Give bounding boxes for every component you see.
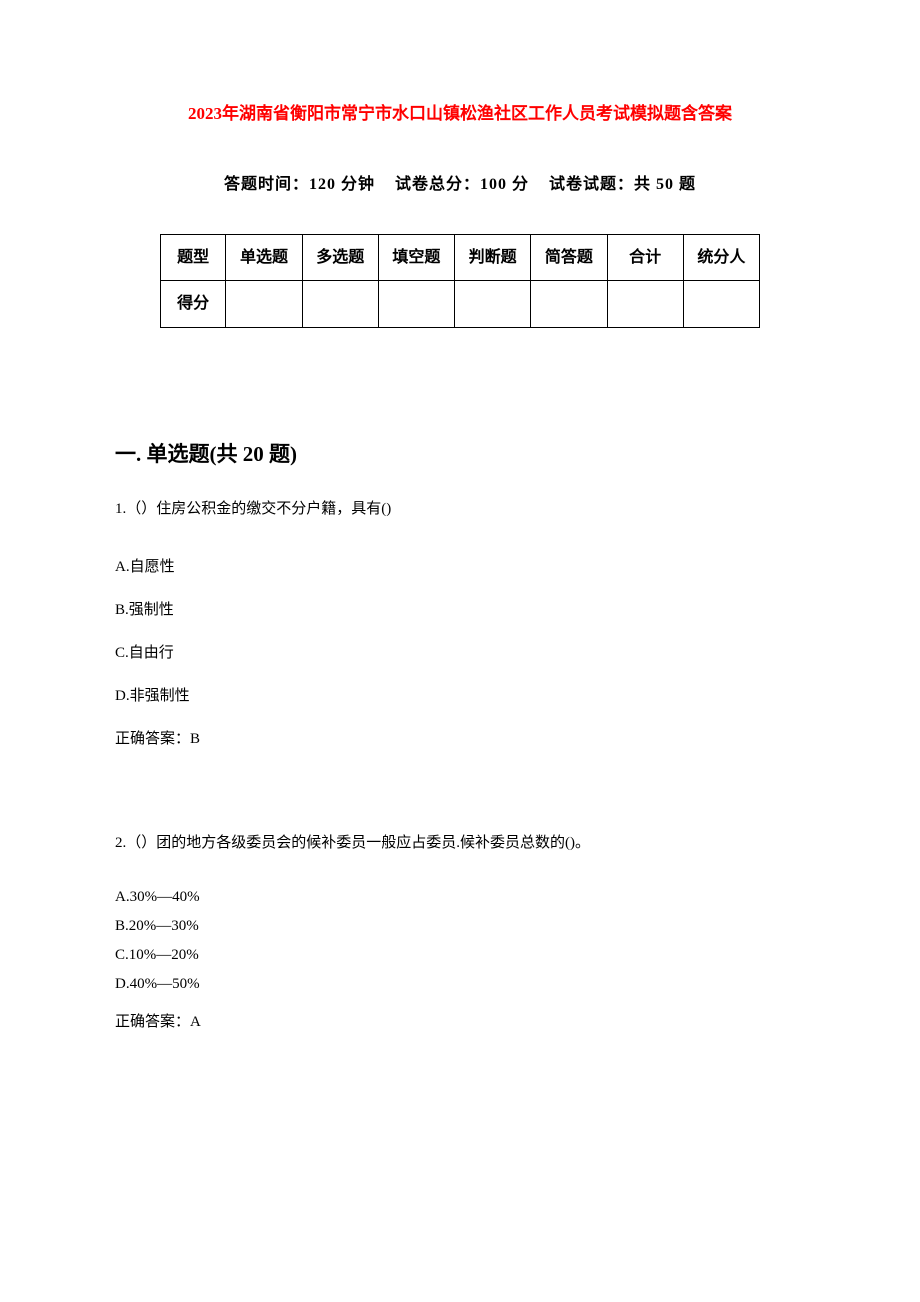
q1-stem: 1.（）住房公积金的缴交不分户籍，具有() [115, 497, 805, 521]
page-title: 2023年湖南省衡阳市常宁市水口山镇松渔社区工作人员考试模拟题含答案 [115, 100, 805, 127]
score-multi [302, 281, 378, 328]
total-value: 100 分 [480, 176, 529, 193]
count-value: 共 50 题 [634, 176, 696, 193]
count-label: 试卷试题： [549, 176, 634, 193]
title-year: 2023 [188, 104, 222, 123]
score-table: 题型 单选题 多选题 填空题 判断题 简答题 合计 统分人 得分 [160, 234, 760, 328]
score-blank [378, 281, 454, 328]
col-scorer: 统分人 [683, 234, 759, 281]
col-blank: 填空题 [378, 234, 454, 281]
q2-option-d: D.40%—50% [115, 972, 805, 996]
score-scorer [683, 281, 759, 328]
score-single [226, 281, 302, 328]
q2-option-c: C.10%—20% [115, 943, 805, 967]
q1-option-a: A.自愿性 [115, 555, 805, 579]
question-1: 1.（）住房公积金的缴交不分户籍，具有() A.自愿性 B.强制性 C.自由行 … [115, 497, 805, 751]
row1-label: 题型 [161, 234, 226, 281]
section-heading: 一. 单选题(共 20 题) [115, 438, 805, 472]
col-judge: 判断题 [455, 234, 531, 281]
time-value: 120 分钟 [309, 176, 375, 193]
score-short [531, 281, 607, 328]
q2-option-a: A.30%—40% [115, 885, 805, 909]
q2-stem: 2.（）团的地方各级委员会的候补委员一般应占委员.候补委员总数的()。 [115, 831, 805, 855]
q2-option-b: B.20%—30% [115, 914, 805, 938]
table-header-row: 题型 单选题 多选题 填空题 判断题 简答题 合计 统分人 [161, 234, 760, 281]
q1-option-b: B.强制性 [115, 598, 805, 622]
q1-option-d: D.非强制性 [115, 684, 805, 708]
score-total [607, 281, 683, 328]
col-multi: 多选题 [302, 234, 378, 281]
title-rest: 年湖南省衡阳市常宁市水口山镇松渔社区工作人员考试模拟题含答案 [222, 104, 732, 123]
q1-options: A.自愿性 B.强制性 C.自由行 D.非强制性 正确答案：B [115, 555, 805, 751]
q2-answer: 正确答案：A [115, 1010, 805, 1034]
q1-option-c: C.自由行 [115, 641, 805, 665]
q2-options: A.30%—40% B.20%—30% C.10%—20% D.40%—50% [115, 885, 805, 996]
score-judge [455, 281, 531, 328]
col-total: 合计 [607, 234, 683, 281]
total-label: 试卷总分： [395, 176, 480, 193]
row2-label: 得分 [161, 281, 226, 328]
col-short: 简答题 [531, 234, 607, 281]
col-single: 单选题 [226, 234, 302, 281]
table-score-row: 得分 [161, 281, 760, 328]
q1-answer: 正确答案：B [115, 727, 805, 751]
time-label: 答题时间： [224, 176, 309, 193]
question-2: 2.（）团的地方各级委员会的候补委员一般应占委员.候补委员总数的()。 A.30… [115, 831, 805, 1034]
exam-info: 答题时间：120 分钟 试卷总分：100 分 试卷试题：共 50 题 [115, 172, 805, 198]
